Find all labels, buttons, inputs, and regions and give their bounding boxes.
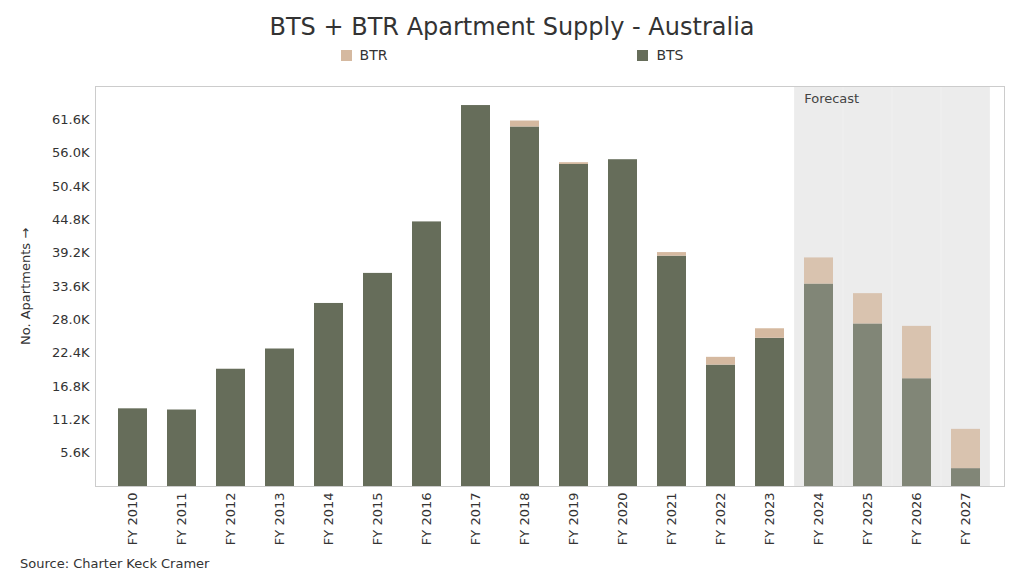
svg-text:FY 2013: FY 2013 — [272, 493, 287, 546]
svg-text:33.6K: 33.6K — [52, 279, 90, 294]
svg-text:FY 2011: FY 2011 — [174, 493, 189, 546]
svg-text:FY 2021: FY 2021 — [664, 493, 679, 546]
svg-text:FY 2026: FY 2026 — [909, 493, 924, 546]
svg-text:No. Apartments →: No. Apartments → — [18, 228, 33, 345]
svg-text:FY 2012: FY 2012 — [223, 493, 238, 546]
svg-text:28.0K: 28.0K — [52, 312, 90, 327]
html-text:BTS + BTR Apartment Supply - A: BTS + BTR Apartment Supply - Australia — [269, 13, 755, 41]
svg-text:56.0K: 56.0K — [52, 145, 90, 160]
svg-text:FY 2015: FY 2015 — [370, 493, 385, 546]
svg-text:39.2K: 39.2K — [52, 245, 90, 260]
svg-text:FY 2010: FY 2010 — [125, 493, 140, 546]
html-text:BTR: BTR — [359, 47, 388, 63]
svg-text:FY 2022: FY 2022 — [713, 493, 728, 546]
svg-text:22.4K: 22.4K — [52, 345, 90, 360]
svg-text:5.6K: 5.6K — [60, 445, 90, 460]
svg-text:50.4K: 50.4K — [52, 179, 90, 194]
svg-text:61.6K: 61.6K — [52, 112, 90, 127]
svg-text:FY 2016: FY 2016 — [419, 493, 434, 546]
svg-text:11.2K: 11.2K — [52, 412, 90, 427]
svg-text:16.8K: 16.8K — [52, 379, 90, 394]
svg-text:FY 2014: FY 2014 — [321, 493, 336, 546]
svg-text:FY 2017: FY 2017 — [468, 493, 483, 546]
svg-text:44.8K: 44.8K — [52, 212, 90, 227]
svg-text:FY 2018: FY 2018 — [517, 493, 532, 546]
html-text:BTS: BTS — [656, 47, 684, 63]
svg-text:FY 2025: FY 2025 — [860, 493, 875, 546]
svg-text:FY 2019: FY 2019 — [566, 493, 581, 546]
svg-text:Forecast: Forecast — [804, 91, 859, 106]
svg-text:FY 2027: FY 2027 — [958, 493, 973, 546]
svg-text:FY 2023: FY 2023 — [762, 493, 777, 546]
svg-text:FY 2024: FY 2024 — [811, 493, 826, 546]
svg-text:FY 2020: FY 2020 — [615, 493, 630, 546]
html-text:Source: Charter Keck Cramer: Source: Charter Keck Cramer — [20, 556, 210, 571]
